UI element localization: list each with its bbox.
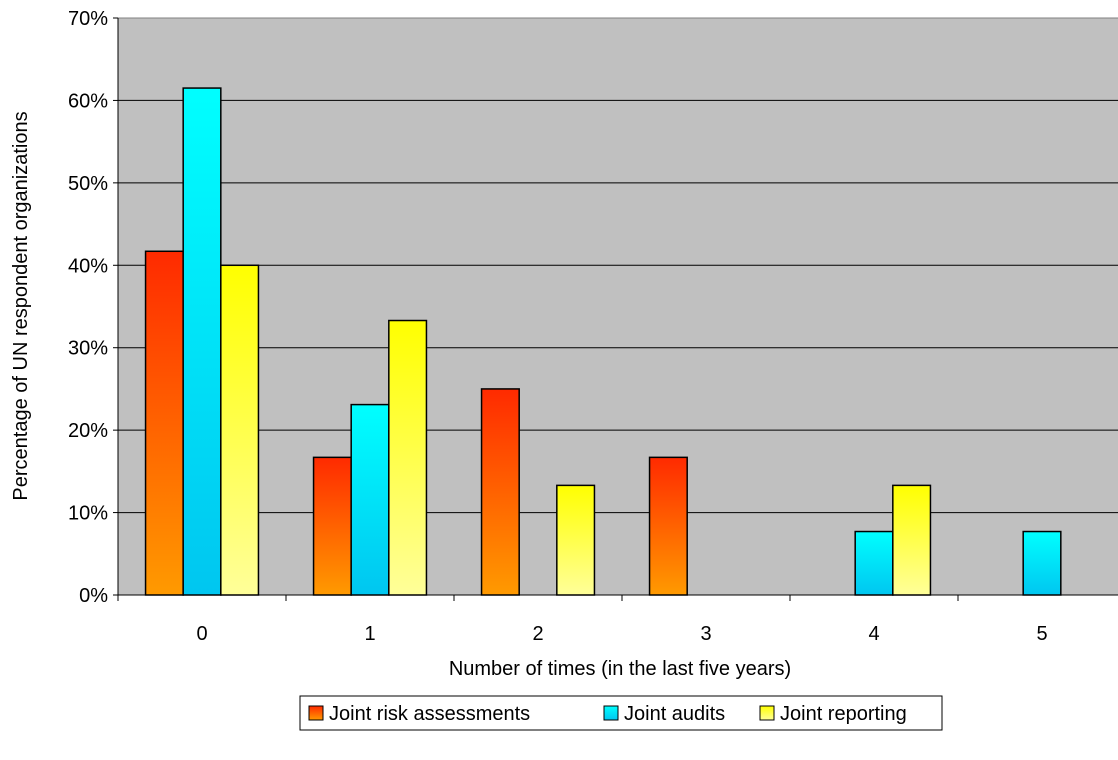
y-tick-label: 60% <box>68 90 108 112</box>
x-tick-label: 2 <box>532 623 543 645</box>
bar <box>350 403 390 596</box>
x-tick-label: 3 <box>700 623 711 645</box>
y-tick-label: 70% <box>68 8 108 30</box>
x-tick-label: 5 <box>1036 623 1047 645</box>
gridlines <box>118 99 1118 514</box>
bar <box>854 530 894 596</box>
x-tick-label: 4 <box>868 623 879 645</box>
y-tick-label: 20% <box>68 420 108 442</box>
y-axis-title: Percentage of UN respondent organization… <box>10 111 32 500</box>
x-axis: 0 1 2 3 4 5 <box>117 594 1118 645</box>
bar <box>388 319 428 596</box>
legend-label: Joint risk assessments <box>329 703 530 725</box>
bar <box>892 484 932 596</box>
y-tick-label: 40% <box>68 255 108 277</box>
legend-box <box>299 695 943 731</box>
legend-label: Joint reporting <box>780 703 907 725</box>
x-tick-label: 0 <box>196 623 207 645</box>
bar <box>144 250 184 596</box>
y-tick-label: 30% <box>68 338 108 360</box>
x-axis-title: Number of times (in the last five years) <box>449 658 791 680</box>
x-tick-label: 1 <box>364 623 375 645</box>
legend-swatch <box>308 705 324 721</box>
bar <box>1022 530 1062 596</box>
y-tick-label: 0% <box>79 585 108 607</box>
y-axis: 0% 10% 20% 30% 40% 50% 60% 70% <box>68 8 119 607</box>
bar <box>556 484 596 596</box>
y-tick-label: 10% <box>68 503 108 525</box>
bars <box>144 87 1062 596</box>
legend-swatch <box>603 705 619 721</box>
legend-label: Joint audits <box>624 703 725 725</box>
bar <box>220 264 260 596</box>
bar <box>182 87 222 596</box>
legend: Joint risk assessments Joint audits Joint … <box>299 695 943 731</box>
bar <box>312 456 352 596</box>
bar <box>648 456 688 596</box>
plot-area <box>117 17 1118 596</box>
y-tick-label: 50% <box>68 173 108 195</box>
bar <box>480 388 520 596</box>
legend-swatch <box>759 705 775 721</box>
